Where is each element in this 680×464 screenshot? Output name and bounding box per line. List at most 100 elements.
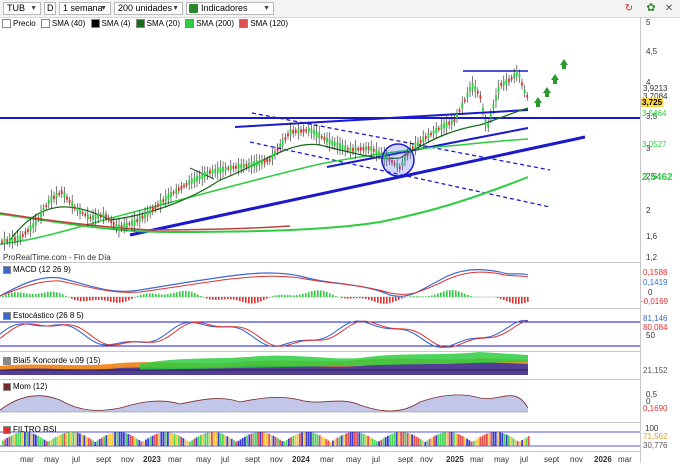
- macd-bar: [290, 295, 292, 297]
- rsi-bar: [526, 437, 528, 446]
- rsi-bar: [317, 434, 319, 446]
- candle-body: [243, 164, 245, 168]
- candle-body: [508, 79, 510, 82]
- candle-body: [123, 223, 125, 228]
- macd-bar: [443, 291, 445, 297]
- rsi-bar: [92, 441, 94, 446]
- rsi-bar: [497, 432, 499, 446]
- rsi-bar: [6, 438, 8, 446]
- rsi-bar: [226, 436, 228, 446]
- candle-body: [168, 194, 170, 199]
- macd-bar: [386, 297, 388, 304]
- rsi-bar: [57, 436, 59, 446]
- rsi-bar: [242, 438, 244, 446]
- rsi-bar: [339, 437, 341, 446]
- macd-bar: [422, 296, 424, 297]
- macd-bar: [158, 294, 160, 297]
- macd-bar: [503, 297, 505, 300]
- refresh-icon[interactable]: ↻: [622, 2, 636, 15]
- candle-body: [43, 208, 45, 212]
- rsi-bar: [90, 439, 92, 446]
- rsi-bar: [413, 435, 415, 446]
- indicators-button[interactable]: Indicadores▼: [186, 2, 274, 15]
- macd-bar: [101, 297, 103, 300]
- candle-body: [160, 200, 162, 206]
- candle-body: [428, 133, 430, 138]
- rsi-bar: [149, 437, 151, 446]
- rsi-bar: [13, 434, 15, 446]
- symbol-select[interactable]: TUB▼: [3, 2, 41, 15]
- rsi-bar: [200, 435, 202, 446]
- macd-bar: [29, 294, 31, 297]
- rsi-bar: [444, 432, 446, 446]
- upper-trendline: [235, 110, 528, 127]
- candle-body: [425, 136, 427, 139]
- swatch: [136, 19, 145, 28]
- candle-body: [480, 95, 482, 99]
- legend-item[interactable]: SMA (4): [91, 19, 131, 28]
- candle-body: [376, 149, 378, 155]
- period-select[interactable]: 1 semana▼: [59, 2, 111, 15]
- settings-icon[interactable]: ✿: [644, 2, 658, 15]
- rsi-bar: [237, 441, 239, 446]
- candle-body: [430, 133, 432, 135]
- candle-body: [40, 212, 42, 218]
- stoch-label[interactable]: Estocástico (26 8 5): [3, 311, 84, 320]
- candle-body: [256, 161, 258, 167]
- rsi-bar: [328, 440, 330, 446]
- rsi-bar: [273, 436, 275, 446]
- macd-bar: [188, 291, 190, 297]
- candle-body: [82, 212, 84, 214]
- candle-body: [292, 130, 294, 134]
- close-icon[interactable]: ✕: [662, 2, 676, 15]
- rsi-bar: [207, 433, 209, 446]
- units-select[interactable]: 200 unidades▼: [114, 2, 183, 15]
- candle-body: [196, 176, 198, 181]
- rsi-bar: [284, 441, 286, 446]
- candle-body: [383, 154, 385, 160]
- rsi-bar: [127, 434, 129, 446]
- rsi-bar: [248, 434, 250, 446]
- macd-bar: [245, 297, 247, 303]
- legend-item[interactable]: SMA (200): [185, 19, 234, 28]
- long-term-trendline: [130, 137, 585, 235]
- candle-body: [183, 185, 185, 187]
- rsi-bar: [462, 436, 464, 446]
- rsi-bar: [378, 441, 380, 446]
- macd-bar: [122, 297, 124, 302]
- rsi-bar: [453, 433, 455, 446]
- macd-bar: [182, 291, 184, 297]
- d-button[interactable]: D: [44, 2, 56, 15]
- macd-bar: [152, 294, 154, 297]
- candle-body: [316, 131, 318, 137]
- rsi-label[interactable]: FILTRO RSI: [3, 425, 56, 434]
- macd-bar: [374, 297, 376, 302]
- stoch-value: 81,146: [643, 314, 667, 323]
- candle-body: [136, 219, 138, 222]
- rsi-bar: [220, 433, 222, 446]
- candle-body: [329, 139, 331, 145]
- candle-body: [217, 168, 219, 173]
- candle-body: [409, 147, 411, 153]
- rsi-bar: [218, 433, 220, 446]
- rsi-bar: [383, 438, 385, 446]
- momentum-label[interactable]: Mom (12): [3, 382, 47, 391]
- legend-item[interactable]: SMA (40): [41, 19, 85, 28]
- candle-body: [454, 119, 456, 123]
- macd-panel: [0, 270, 529, 304]
- macd-bar: [416, 296, 418, 297]
- candle-body: [51, 196, 53, 202]
- candle-body: [300, 129, 302, 132]
- candle-body: [277, 147, 279, 151]
- rsi-bar: [517, 441, 519, 446]
- legend-item[interactable]: Precio: [2, 19, 36, 28]
- rsi-bar: [433, 436, 435, 446]
- legend-item[interactable]: SMA (120): [239, 19, 288, 28]
- candle-body: [170, 192, 172, 197]
- macd-label[interactable]: MACD (12 26 9): [3, 265, 71, 274]
- candle-body: [513, 74, 515, 79]
- koncorde-label[interactable]: Blai5 Koncorde v.09 (15): [3, 356, 100, 365]
- macd-bar: [446, 291, 448, 297]
- legend-item[interactable]: SMA (20): [136, 19, 180, 28]
- stochastic-panel: [0, 320, 640, 347]
